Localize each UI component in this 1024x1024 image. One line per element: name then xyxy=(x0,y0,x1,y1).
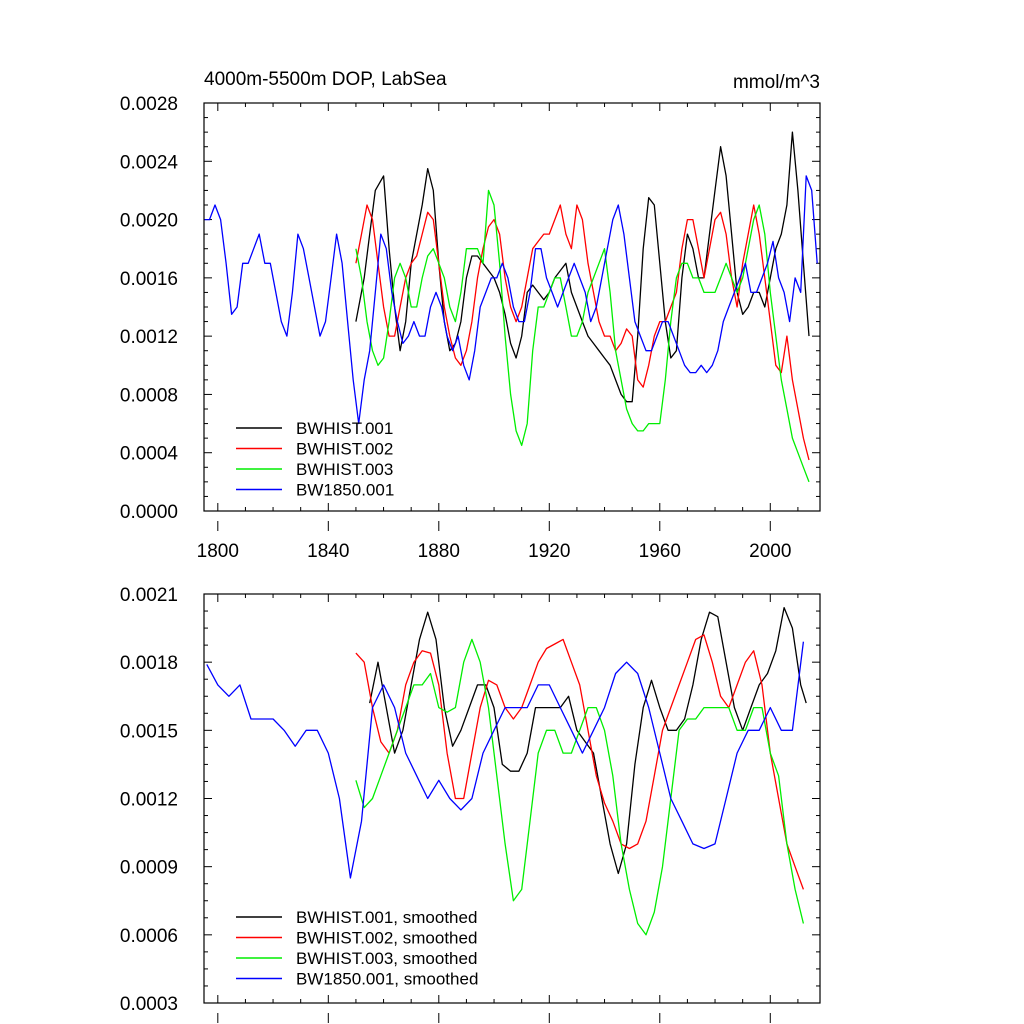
y-tick-label: 0.0004 xyxy=(120,444,179,465)
y-tick-label: 0.0000 xyxy=(120,502,178,523)
x-tick-label: 1960 xyxy=(639,541,681,562)
y-tick-label: 0.0009 xyxy=(120,858,178,879)
x-tick-label: 1880 xyxy=(418,541,460,562)
series-line-bwhist-002-smoothed xyxy=(355,634,805,890)
legend-label-bwhist-001: BWHIST.001 xyxy=(296,419,393,438)
top-plot-frame xyxy=(203,102,821,512)
y-tick-label: 0.0024 xyxy=(120,152,179,173)
legend-label-bwhist-003-smoothed: BWHIST.003, smoothed xyxy=(296,949,477,968)
y-tick-label: 0.0008 xyxy=(120,385,178,406)
legend-label-bw1850-001: BW1850.001 xyxy=(296,481,394,500)
legend-label-bwhist-002-smoothed: BWHIST.002, smoothed xyxy=(296,929,477,948)
y-tick-label: 0.0006 xyxy=(120,926,178,947)
x-tick-label: 1920 xyxy=(528,541,570,562)
legend-label-bwhist-001-smoothed: BWHIST.001, smoothed xyxy=(296,908,477,927)
top-panel: 4000m-5500m DOP, LabSea mmol/m^3 1800 184… xyxy=(120,69,821,562)
legend-label-bwhist-003: BWHIST.003 xyxy=(296,460,393,479)
y-tick-label: 0.0015 xyxy=(120,721,178,742)
y-tick-label: 0.0028 xyxy=(120,94,178,115)
y-tick-label: 0.0016 xyxy=(120,269,178,290)
y-tick-label: 0.0020 xyxy=(120,211,178,232)
series-line-bwhist-001-smoothed xyxy=(369,606,807,875)
top-title-units: mmol/m^3 xyxy=(733,72,820,93)
y-tick-label: 0.0018 xyxy=(120,653,178,674)
series-line-bwhist-003 xyxy=(355,189,810,483)
x-tick-label: 1800 xyxy=(197,541,239,562)
series-line-bw1850-001-smoothed xyxy=(206,641,805,879)
x-tick-label: 2000 xyxy=(749,541,791,562)
x-tick-label: 1840 xyxy=(307,541,349,562)
series-line-bw1850-001 xyxy=(204,175,818,425)
legend-label-bw1850-001-smoothed: BW1850.001, smoothed xyxy=(296,970,478,989)
series-line-bwhist-001 xyxy=(355,131,810,403)
series-line-bwhist-002 xyxy=(355,204,810,461)
legend-label-bwhist-002: BWHIST.002 xyxy=(296,440,393,459)
y-tick-label: 0.0012 xyxy=(120,327,178,348)
y-tick-label: 0.0003 xyxy=(120,994,178,1015)
y-tick-label: 0.0021 xyxy=(120,585,178,606)
bottom-panel: 0.0003 0.0006 0.0009 0.0012 0.0015 0.0018 0.00… xyxy=(120,585,821,1023)
bottom-plot-frame xyxy=(203,593,821,1004)
y-tick-label: 0.0012 xyxy=(120,790,178,811)
series-line-bwhist-003-smoothed xyxy=(355,638,805,936)
top-title-left: 4000m-5500m DOP, LabSea xyxy=(204,69,447,90)
